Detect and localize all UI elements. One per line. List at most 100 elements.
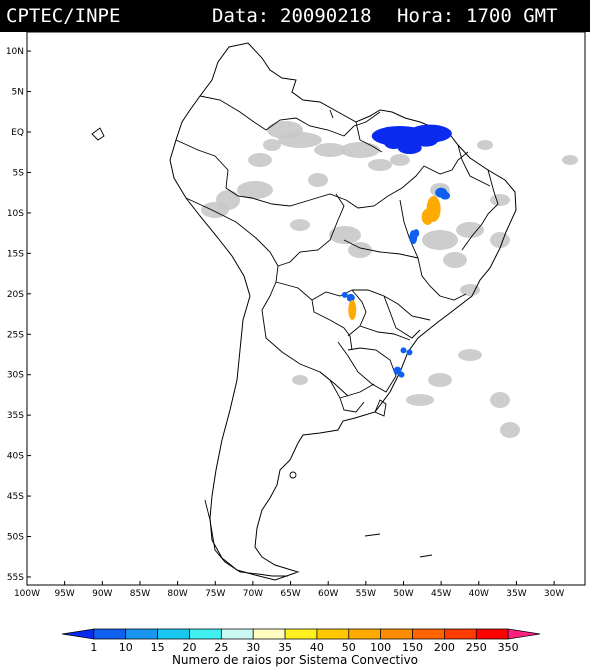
- lat-tick-label: 50S: [7, 533, 24, 543]
- cloud-patch: [490, 194, 510, 206]
- map-frame: [26, 31, 586, 586]
- lon-tick-label: 55W: [356, 589, 376, 599]
- cloud-patch: [460, 284, 480, 296]
- cloud-patch: [314, 143, 346, 157]
- lat-tick-label: 10N: [6, 47, 24, 57]
- colorbar-tick-label: 150: [402, 641, 423, 654]
- colorbar-swatch: [380, 628, 413, 640]
- cloud-patch: [490, 232, 510, 248]
- cloud-patch: [428, 373, 452, 387]
- lon-tick-label: 65W: [280, 589, 300, 599]
- colorbar-tick-label: 100: [370, 641, 391, 654]
- lightning-cluster: [440, 191, 451, 200]
- lightning-cluster: [421, 208, 434, 225]
- lightning-cluster: [400, 347, 407, 354]
- lon-tick-label: 35W: [506, 589, 526, 599]
- lightning-cluster: [348, 299, 357, 320]
- lat-tick-label: EQ: [11, 128, 24, 138]
- lat-tick-label: 35S: [7, 411, 24, 421]
- lat-tick-label: 5S: [13, 168, 25, 178]
- cloud-patch: [278, 132, 322, 148]
- colorbar-swatch: [412, 628, 445, 640]
- colorbar-tick-label: 15: [151, 641, 165, 654]
- lon-tick-label: 70W: [243, 589, 263, 599]
- lon-tick-label: 85W: [130, 589, 150, 599]
- cloud-patch: [292, 375, 308, 385]
- lat-tick-label: 40S: [7, 452, 24, 462]
- lon-tick-label: 90W: [92, 589, 112, 599]
- cloud-patch: [443, 252, 467, 268]
- lon-tick-label: 30W: [544, 589, 564, 599]
- cloud-patch: [308, 173, 328, 187]
- lat-tick-label: 25S: [7, 330, 24, 340]
- cloud-patch: [562, 155, 578, 165]
- colorbar-tick-label: 50: [342, 641, 356, 654]
- cloud-patch: [422, 230, 458, 250]
- colorbar-tick-label: 30: [246, 641, 260, 654]
- colorbar-swatch: [93, 628, 127, 640]
- cloud-patch: [201, 202, 229, 218]
- cloud-patch: [290, 219, 310, 231]
- lat-tick-label: 20S: [7, 290, 24, 300]
- colorbar-title: Numero de raios por Sistema Convectivo: [171, 653, 419, 667]
- lightning-cluster: [346, 293, 355, 302]
- lat-tick-label: 10S: [7, 209, 24, 219]
- colorbar-tick-label: 25: [214, 641, 228, 654]
- colorbar-swatch: [444, 628, 477, 640]
- cloud-patch: [500, 422, 520, 438]
- lon-tick-label: 100W: [14, 589, 40, 599]
- colorbar-labels: 1 10 15 20 25 30 35 40 50 100 150 200 250 350: [90, 641, 518, 654]
- lon-tick-label: 95W: [54, 589, 74, 599]
- longitude-labels: 100W 95W 90W 85W 80W 75W 70W 65W 60W 55W 50W 45W 40W…: [14, 581, 564, 599]
- lat-tick-label: 15S: [7, 249, 24, 259]
- colorbar-tick-label: 40: [310, 641, 324, 654]
- date-value: 20090218: [280, 5, 372, 27]
- colorbar-swatch: [475, 628, 509, 640]
- islands: [91, 127, 433, 577]
- lon-tick-label: 75W: [205, 589, 225, 599]
- cloud-patch: [237, 181, 273, 199]
- colorbar-tick-label: 350: [498, 641, 519, 654]
- cloud-patch: [368, 159, 392, 171]
- cloud-patch: [348, 242, 372, 258]
- colorbar-swatch: [348, 628, 382, 640]
- lon-tick-label: 50W: [393, 589, 413, 599]
- lightning-layer: [341, 124, 452, 378]
- lightning-cluster: [413, 134, 438, 147]
- colorbar-tick-label: 200: [434, 641, 455, 654]
- lightning-cluster: [397, 142, 422, 155]
- lightning-cluster: [398, 371, 405, 378]
- colorbar-tick-label: 20: [182, 641, 196, 654]
- source-label: CPTEC/INPE: [6, 5, 121, 27]
- hour-label: Hora:: [397, 5, 455, 27]
- colorbar-swatch: [220, 628, 254, 640]
- colorbar-swatch: [252, 628, 286, 640]
- cloud-patch: [458, 349, 482, 361]
- cloud-patch: [390, 154, 410, 166]
- country-borders: [175, 95, 499, 413]
- lightning-cluster: [341, 291, 348, 298]
- cloud-patch: [490, 392, 510, 408]
- lat-tick-label: 30S: [7, 371, 24, 381]
- lat-tick-label: 55S: [7, 573, 24, 583]
- latitude-labels: 10N 5N EQ 5S 10S 15S 20S 25S 30S 35S 40S 45S 50S 55S: [6, 47, 31, 583]
- date-label: Data:: [212, 5, 270, 27]
- lightning-cluster: [406, 349, 413, 356]
- lat-tick-label: 5N: [12, 88, 24, 98]
- lightning-cluster: [413, 229, 420, 238]
- lightning-cluster: [383, 135, 404, 150]
- colorbar-swatch: [125, 628, 158, 640]
- colorbar-tick-label: 35: [278, 641, 292, 654]
- cloud-patch: [248, 153, 272, 167]
- lon-tick-label: 40W: [469, 589, 489, 599]
- colorbar-swatch: [189, 628, 222, 640]
- lon-tick-label: 60W: [318, 589, 338, 599]
- colorbar-swatch: [157, 628, 190, 640]
- cloud-patch: [456, 222, 484, 238]
- colorbar-tick-label: 250: [466, 641, 487, 654]
- south-america-coastline: [169, 42, 517, 581]
- colorbar-tick-label: 1: [90, 641, 97, 654]
- lon-tick-label: 80W: [167, 589, 187, 599]
- lon-tick-label: 45W: [431, 589, 451, 599]
